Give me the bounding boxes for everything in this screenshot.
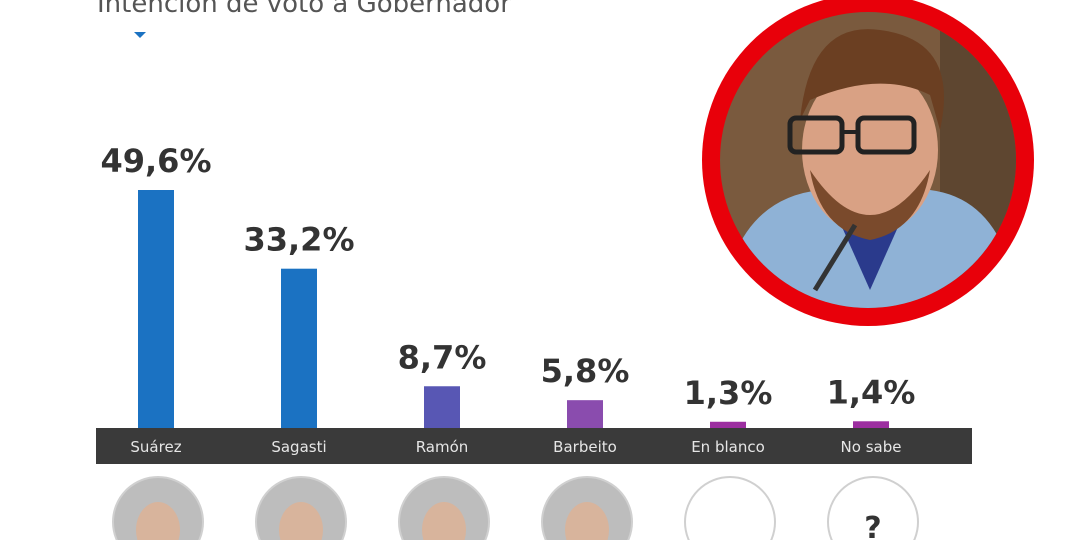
x-tick-label: Ramón [416,438,469,456]
x-tick-label: Sagasti [271,438,326,456]
value-label: 5,8% [541,352,630,390]
category-band [96,428,972,464]
photo [702,0,1034,326]
bar [424,386,460,428]
chart-title: Intención de voto a Gobernador [97,0,511,19]
value-label: 8,7% [398,338,487,376]
avatar-face [565,502,609,540]
avatar-face [279,502,323,540]
x-tick-label: En blanco [691,438,765,456]
value-label: 1,4% [827,373,916,411]
avatar-face [136,502,180,540]
x-tick-label: No sabe [841,438,902,456]
x-tick-label: Suárez [130,438,181,456]
bar [853,421,889,428]
x-tick-label: Barbeito [553,438,617,456]
bar [567,400,603,428]
value-label: 1,3% [684,374,773,412]
bar [281,268,317,428]
bar [138,190,174,428]
value-label: 33,2% [243,221,354,259]
title-pointer [134,32,146,38]
unknown-icon: ? [864,511,881,540]
avatar-face [422,502,466,540]
value-label: 49,6% [100,142,211,180]
avatar [684,476,776,540]
avatar [827,476,919,540]
bar [710,421,746,428]
